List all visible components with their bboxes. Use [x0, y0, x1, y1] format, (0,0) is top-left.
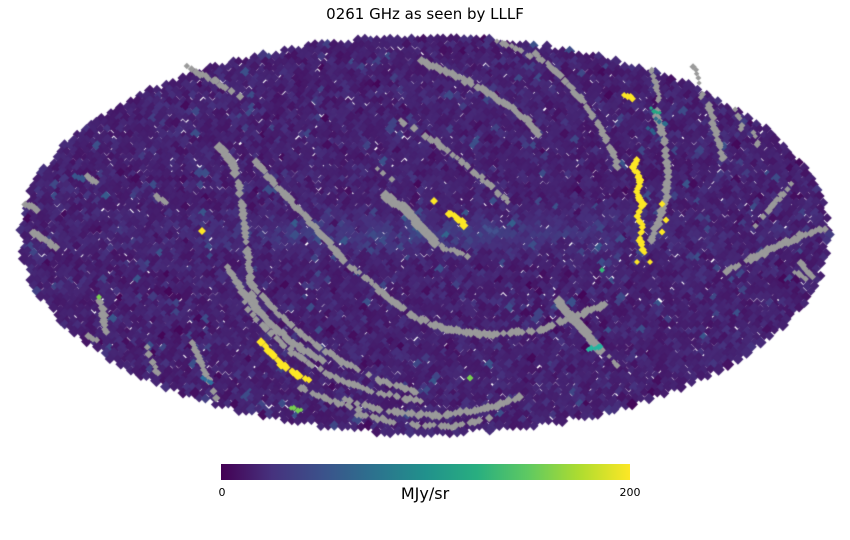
colorbar-gradient	[221, 464, 630, 480]
colorbar-tick-min: 0	[218, 486, 226, 499]
colorbar-tick-max: 200	[619, 486, 641, 499]
colorbar-label: MJy/sr	[400, 484, 450, 503]
mollweide-sky-map	[0, 0, 850, 450]
